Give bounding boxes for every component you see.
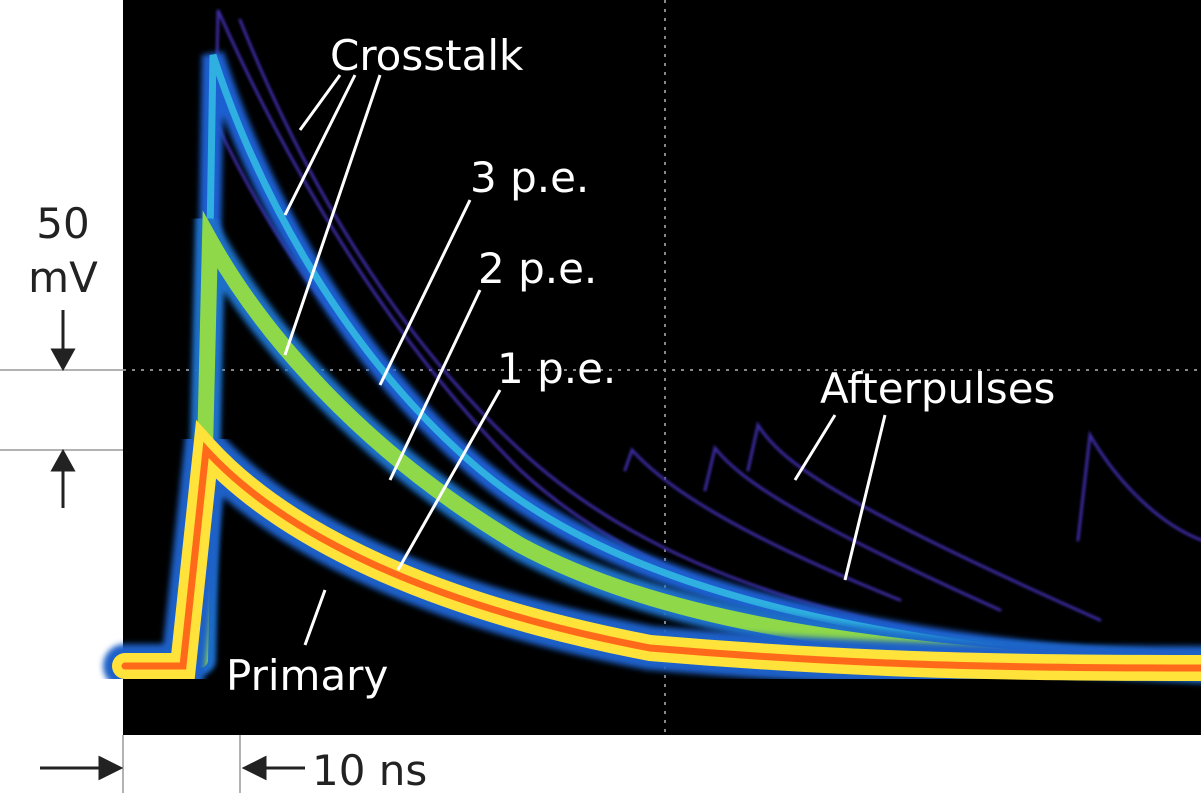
three-pe-label: 3 p.e. [470,153,589,202]
time-scale: 10 ns [312,746,427,793]
page: {"scale": {"voltage_value": "50", "volta… [0,0,1201,793]
one-pe-label: 1 p.e. [497,344,616,393]
afterpulses-label: Afterpulses [820,364,1055,413]
voltage-unit: mV [28,253,98,302]
two-pe-label: 2 p.e. [478,244,597,293]
voltage-value: 50 [36,199,89,248]
crosstalk-label: Crosstalk [330,31,524,80]
primary-label: Primary [226,651,388,700]
oscilloscope-figure: Crosstalk 3 p.e. 2 p.e. 1 p.e. Afterpuls… [0,0,1201,793]
